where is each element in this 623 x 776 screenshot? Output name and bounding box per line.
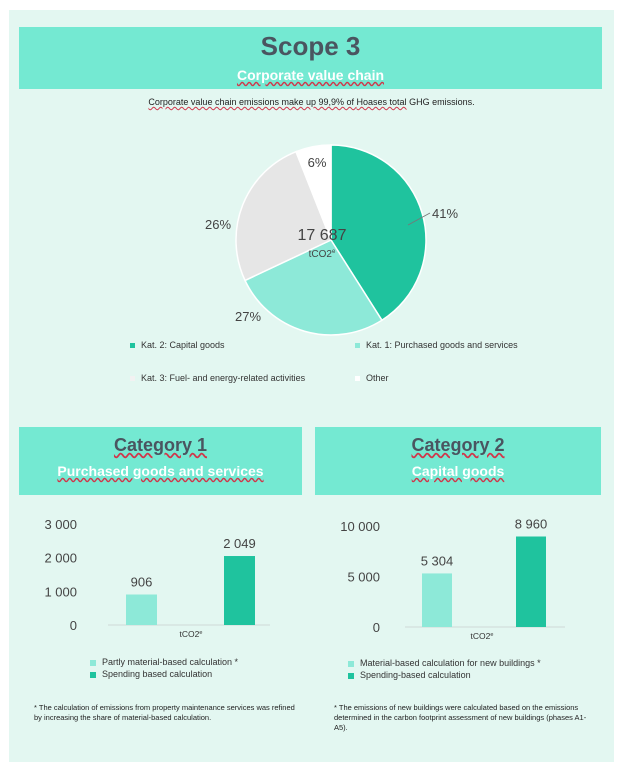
- y-tick-label: 0: [70, 618, 77, 633]
- legend-swatch: [348, 672, 354, 679]
- scope-banner: Scope 3 Corporate value chain: [19, 27, 602, 89]
- pie-data-label: 26%: [205, 217, 231, 232]
- category1-banner: Category 1 Purchased goods and services: [19, 427, 302, 495]
- category2-subtitle: Capital goods: [411, 463, 505, 479]
- legend-swatch: [90, 659, 96, 666]
- legend-item-partly-material: Partly material-based calculation *: [90, 657, 238, 667]
- pie-slice-purchased-goods: [244, 239, 383, 336]
- x-category-label: tCO2e: [471, 631, 494, 641]
- page-subtitle: Corporate value chain: [236, 67, 385, 83]
- page-title: Scope 3: [260, 31, 361, 61]
- bar-chart-category1: 3 000 2 000 1 000 0 906 2 049 tCO2e: [44, 517, 270, 639]
- legend-item-material-new-buildings: Material-based calculation for new build…: [348, 658, 541, 668]
- pie-data-label: 27%: [235, 309, 261, 324]
- legend-swatch: [90, 671, 96, 678]
- x-category-label: tCO2e: [180, 629, 203, 639]
- pie-chart: 41% 27% 26% 6% 17 687 tCO2e: [205, 144, 458, 336]
- legend-item-spending: Spending based calculation: [90, 669, 212, 679]
- category2-banner: Category 2 Capital goods: [315, 427, 601, 495]
- legend-swatch: [130, 376, 135, 382]
- legend-swatch: [355, 376, 360, 382]
- y-tick-label: 3 000: [44, 517, 77, 532]
- y-tick-label: 10 000: [340, 519, 380, 534]
- bar-data-label: 906: [131, 574, 153, 589]
- legend-item-spending-based: Spending-based calculation: [348, 670, 471, 680]
- pie-leader-line: [407, 212, 431, 226]
- bar-data-label: 8 960: [515, 517, 548, 532]
- legend-swatch: [355, 343, 360, 349]
- report-panel: [9, 10, 614, 762]
- bar-chart-category2: 10 000 5 000 0 5 304 8 960 tCO2e: [340, 517, 565, 641]
- legend-item-capital-goods: Kat. 2: Capital goods: [130, 340, 225, 350]
- pie-slice-other: [295, 144, 332, 241]
- y-tick-label: 1 000: [44, 584, 77, 599]
- bar-spending-based: [224, 556, 255, 625]
- pie-center-unit: tCO2e: [309, 249, 336, 260]
- legend-item-purchased-goods: Kat. 1: Purchased goods and services: [355, 340, 518, 350]
- bar-spending-based: [516, 536, 546, 627]
- category2-footnote: * The emissions of new buildings were ca…: [334, 703, 587, 732]
- y-tick-label: 5 000: [347, 570, 380, 585]
- category1-subtitle: Purchased goods and services: [57, 463, 264, 479]
- pie-data-label: 6%: [308, 155, 327, 170]
- legend-swatch: [348, 660, 354, 667]
- pie-data-label: 41%: [432, 206, 458, 221]
- intro-text: Corporate value chain emissions make up …: [148, 97, 475, 107]
- category2-title: Category 2: [411, 435, 505, 455]
- legend-swatch: [130, 343, 135, 349]
- bar-material-based: [422, 573, 452, 627]
- y-tick-label: 0: [373, 620, 380, 635]
- category1-title: Category 1: [113, 435, 208, 455]
- bar-material-based: [126, 594, 157, 625]
- legend-item-fuel-energy: Kat. 3: Fuel- and energy-related activit…: [130, 373, 305, 383]
- pie-center-value: 17 687: [298, 227, 347, 244]
- category1-footnote: * The calculation of emissions from prop…: [34, 703, 295, 722]
- bar-data-label: 5 304: [421, 553, 454, 568]
- pie-slice-fuel-energy: [235, 150, 332, 282]
- legend-item-other: Other: [355, 373, 389, 383]
- bar-data-label: 2 049: [223, 536, 256, 551]
- y-tick-label: 2 000: [44, 551, 77, 566]
